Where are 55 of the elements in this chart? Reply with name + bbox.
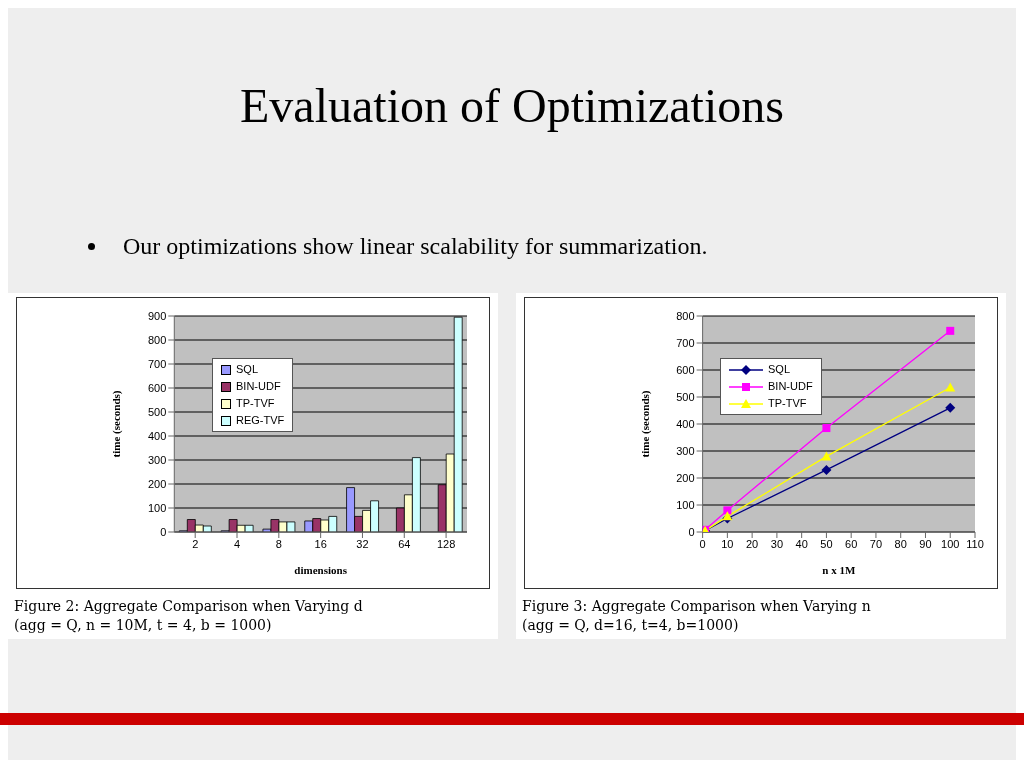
legend-label: SQL (236, 362, 259, 377)
y-axis-title: time (seconds) (638, 390, 652, 458)
x-tick-label: 32 (356, 537, 369, 550)
x-tick-label: 128 (436, 537, 456, 550)
y-tick-label: 500 (147, 405, 167, 418)
text: (agg = Q, n = 10M, t = 4, b = 1000) (14, 616, 273, 635)
y-tick-label: 600 (147, 381, 167, 394)
x-tick-label: 80 (894, 537, 907, 550)
x-tick-label: 90 (919, 537, 932, 550)
y-tick-label: 100 (147, 501, 167, 514)
y-tick-label: 700 (676, 336, 695, 349)
legend-label: TP-TVF (768, 396, 807, 411)
x-axis-title: n x 1M (822, 564, 856, 576)
x-tick-label: 30 (770, 537, 784, 550)
y-tick-label: 900 (147, 309, 167, 322)
x-tick-label: 64 (398, 537, 411, 550)
x-tick-label: 20 (746, 537, 759, 550)
y-tick-label: 0 (160, 525, 167, 538)
y-tick-label: 700 (147, 357, 167, 370)
legend-label: BIN-UDF (768, 379, 813, 394)
y-tick-label: 400 (676, 417, 695, 430)
chart-title: Evaluation of Optimizations (239, 78, 785, 133)
x-tick-label: 4 (233, 537, 241, 550)
x-tick-label: 0 (699, 537, 706, 550)
y-tick-label: 800 (676, 309, 695, 322)
x-tick-label: 40 (795, 537, 808, 550)
y-tick-label: 600 (676, 363, 695, 376)
y-tick-label: 100 (676, 498, 695, 511)
y-tick-label: 0 (688, 525, 695, 538)
y-tick-label: 500 (676, 390, 695, 403)
x-tick-label: 110 (966, 537, 984, 550)
legend-label: TP-TVF (236, 396, 275, 411)
y-tick-label: 400 (147, 429, 167, 442)
y-axis-title: time (seconds) (110, 390, 124, 458)
caption: Figure 2: Aggregate Comparison when Varying d (14, 597, 364, 616)
legend-label: BIN-UDF (236, 379, 281, 394)
caption: Figure 3: Aggregate Comparison when Varying n (522, 597, 872, 616)
y-tick-label: 200 (676, 471, 695, 484)
x-tick-label: 100 (941, 537, 960, 550)
legend-label: SQL (768, 362, 791, 377)
x-tick-label: 50 (820, 537, 833, 550)
y-tick-label: 800 (147, 333, 167, 346)
y-tick-label: 300 (147, 453, 167, 466)
x-tick-label: 60 (845, 537, 858, 550)
legend-label: REG-TVF (236, 413, 285, 428)
x-tick-label: 10 (721, 537, 734, 550)
x-tick-label: 70 (869, 537, 883, 550)
x-tick-label: 8 (275, 537, 282, 550)
text: (agg = Q, d=16, t=4, b=1000) (522, 616, 740, 635)
x-tick-label: 16 (314, 537, 327, 550)
x-tick-label: 2 (192, 537, 199, 550)
chart-subtitle: Our optimizations show linear scalability for summarization. (123, 233, 708, 260)
y-tick-label: 200 (147, 477, 167, 490)
x-axis-title: dimensions (294, 564, 348, 576)
y-tick-label: 300 (676, 444, 695, 457)
